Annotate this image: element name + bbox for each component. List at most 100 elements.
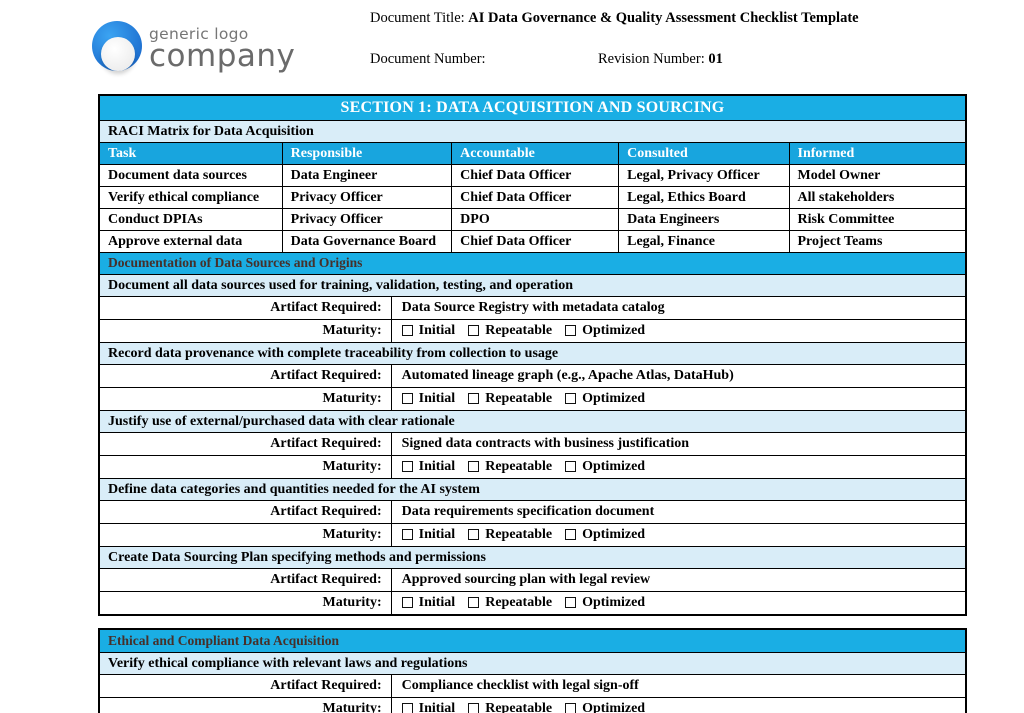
document-title-value: AI Data Governance & Quality Assessment … <box>468 10 859 26</box>
checkbox-icon[interactable] <box>468 703 480 713</box>
maturity-option-repeatable: Repeatable <box>468 595 552 610</box>
artifact-required-label: Artifact Required: <box>270 572 382 588</box>
maturity-options: Initial Repeatable Optimized <box>390 456 965 478</box>
document-number-label: Document Number: <box>370 51 486 67</box>
maturity-options: Initial Repeatable Optimized <box>390 320 965 342</box>
raci-cell: Privacy Officer <box>281 187 452 208</box>
artifact-required-label: Artifact Required: <box>270 678 382 694</box>
raci-cell: Privacy Officer <box>281 209 452 230</box>
document-title-label: Document Title: <box>370 10 465 26</box>
maturity-row: Maturity: Initial Repeatable Optimized <box>100 319 965 342</box>
raci-cell: Legal, Ethics Board <box>618 187 788 208</box>
section-1-title: SECTION 1: DATA ACQUISITION AND SOURCING <box>100 96 965 120</box>
document-number-line: Document Number: <box>370 51 486 68</box>
artifact-required-label: Artifact Required: <box>270 300 382 316</box>
maturity-option-label: Optimized <box>582 391 646 407</box>
requirement-row: Document all data sources used for train… <box>100 274 965 296</box>
logo-inner-circle-icon <box>101 37 135 71</box>
raci-cell: Data Engineers <box>618 209 788 230</box>
artifact-value: Automated lineage graph (e.g., Apache At… <box>390 365 965 387</box>
maturity-option-label: Repeatable <box>485 595 553 611</box>
raci-row: Conduct DPIAs Privacy Officer DPO Data Engi… <box>100 208 965 230</box>
maturity-option-label: Optimized <box>582 459 646 475</box>
maturity-row: Maturity: Initial Repeatable Optimized <box>100 591 965 614</box>
maturity-option-label: Optimized <box>582 595 646 611</box>
checkbox-icon[interactable] <box>468 461 480 473</box>
requirement-row: Justify use of external/purchased data w… <box>100 410 965 432</box>
raci-cell: All stakeholders <box>788 187 966 208</box>
maturity-row: Maturity: Initial Repeatable Optimized <box>100 523 965 546</box>
logo-tagline: generic logo <box>149 25 249 43</box>
subsection-title: Ethical and Compliant Data Acquisition <box>100 630 965 652</box>
maturity-option-label: Optimized <box>582 323 646 339</box>
maturity-option-label: Repeatable <box>485 323 553 339</box>
raci-cell: Risk Committee <box>788 209 966 230</box>
maturity-options: Initial Repeatable Optimized <box>390 524 965 546</box>
raci-cell: Approve external data <box>108 233 243 249</box>
maturity-option-optimized: Optimized <box>565 595 645 610</box>
raci-cell: Chief Data Officer <box>451 231 618 252</box>
artifact-value: Signed data contracts with business just… <box>390 433 965 455</box>
checkbox-icon[interactable] <box>565 325 577 337</box>
maturity-label: Maturity: <box>322 701 382 713</box>
raci-cell: Legal, Privacy Officer <box>618 165 788 186</box>
maturity-label: Maturity: <box>322 527 382 543</box>
checkbox-icon[interactable] <box>565 597 577 609</box>
maturity-label: Maturity: <box>322 459 382 475</box>
maturity-option-initial: Initial <box>401 701 456 713</box>
checkbox-icon[interactable] <box>468 597 480 609</box>
checkbox-icon[interactable] <box>468 325 480 337</box>
maturity-options: Initial Repeatable Optimized <box>390 388 965 410</box>
checkbox-icon[interactable] <box>401 703 413 713</box>
checkbox-icon[interactable] <box>565 461 577 473</box>
raci-column-header: Task <box>108 145 137 161</box>
maturity-option-label: Initial <box>418 391 456 407</box>
revision-number-value: 01 <box>708 51 723 67</box>
requirement-row: Verify ethical compliance with relevant … <box>100 652 965 674</box>
maturity-option-initial: Initial <box>401 391 456 407</box>
artifact-row: Artifact Required: Compliance checklist w… <box>100 674 965 697</box>
artifact-required-label: Artifact Required: <box>270 368 382 384</box>
checkbox-icon[interactable] <box>468 393 480 405</box>
requirement-row: Create Data Sourcing Plan specifying met… <box>100 546 965 568</box>
maturity-option-label: Initial <box>418 701 456 713</box>
maturity-option-label: Initial <box>418 323 456 339</box>
document-title-line: Document Title: AI Data Governance & Qua… <box>370 10 859 27</box>
checkbox-icon[interactable] <box>401 325 413 337</box>
raci-cell: Conduct DPIAs <box>108 211 203 227</box>
maturity-option-repeatable: Repeatable <box>468 459 552 474</box>
checkbox-icon[interactable] <box>468 529 480 541</box>
maturity-option-label: Optimized <box>582 527 646 543</box>
raci-cell: Project Teams <box>788 231 966 252</box>
maturity-option-repeatable: Repeatable <box>468 701 552 713</box>
checkbox-icon[interactable] <box>401 393 413 405</box>
checkbox-icon[interactable] <box>565 529 577 541</box>
checkbox-icon[interactable] <box>401 529 413 541</box>
raci-column-header: Accountable <box>451 143 618 164</box>
raci-cell: DPO <box>451 209 618 230</box>
ethical-data-acquisition-table: Ethical and Compliant Data Acquisition Ve… <box>98 628 967 713</box>
maturity-options: Initial Repeatable Optimized <box>390 592 965 614</box>
maturity-option-initial: Initial <box>401 527 455 542</box>
maturity-option-initial: Initial <box>401 459 455 474</box>
raci-cell: Model Owner <box>788 165 966 186</box>
revision-number-label: Revision Number: <box>598 51 705 67</box>
checkbox-icon[interactable] <box>565 703 577 713</box>
raci-cell: Data Engineer <box>281 165 452 186</box>
company-logo-icon <box>92 21 142 71</box>
maturity-option-repeatable: Repeatable <box>468 391 552 406</box>
artifact-required-label: Artifact Required: <box>270 504 382 520</box>
subsection-title: Documentation of Data Sources and Origin… <box>100 252 965 274</box>
artifact-value: Compliance checklist with legal sign-off <box>390 675 965 697</box>
requirement-row: Define data categories and quantities ne… <box>100 478 965 500</box>
checkbox-icon[interactable] <box>401 461 413 473</box>
artifact-required-label: Artifact Required: <box>270 436 382 452</box>
maturity-option-label: Initial <box>418 595 456 611</box>
revision-number-line: Revision Number: 01 <box>598 51 723 68</box>
checkbox-icon[interactable] <box>565 393 577 405</box>
artifact-value: Data Source Registry with metadata catal… <box>390 297 965 319</box>
artifact-value: Approved sourcing plan with legal review <box>390 569 965 591</box>
maturity-option-optimized: Optimized <box>565 701 645 713</box>
checkbox-icon[interactable] <box>401 597 413 609</box>
section-1-table: SECTION 1: DATA ACQUISITION AND SOURCING… <box>98 94 967 616</box>
